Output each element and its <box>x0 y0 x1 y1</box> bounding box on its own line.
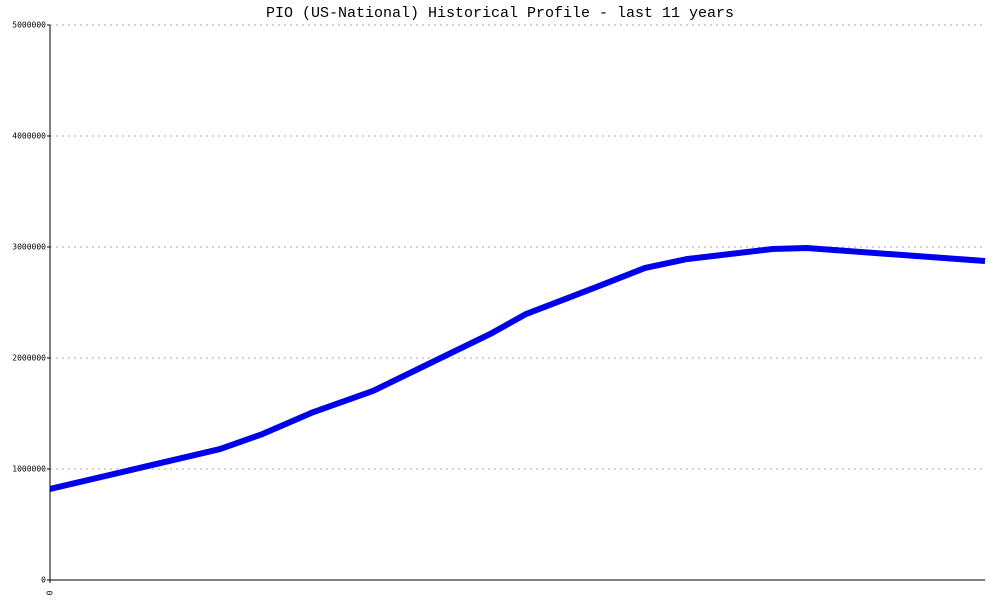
x-tick-label: 0 <box>46 590 55 595</box>
y-tick-label: 0 <box>41 576 46 585</box>
y-tick-label: 2000000 <box>12 354 46 363</box>
y-tick-label: 4000000 <box>12 132 46 141</box>
y-tick-label: 3000000 <box>12 243 46 252</box>
chart-title: PIO (US-National) Historical Profile - l… <box>266 5 734 22</box>
y-tick-label: 5000000 <box>12 21 46 30</box>
y-tick-label: 1000000 <box>12 465 46 474</box>
data-line <box>49 244 986 492</box>
